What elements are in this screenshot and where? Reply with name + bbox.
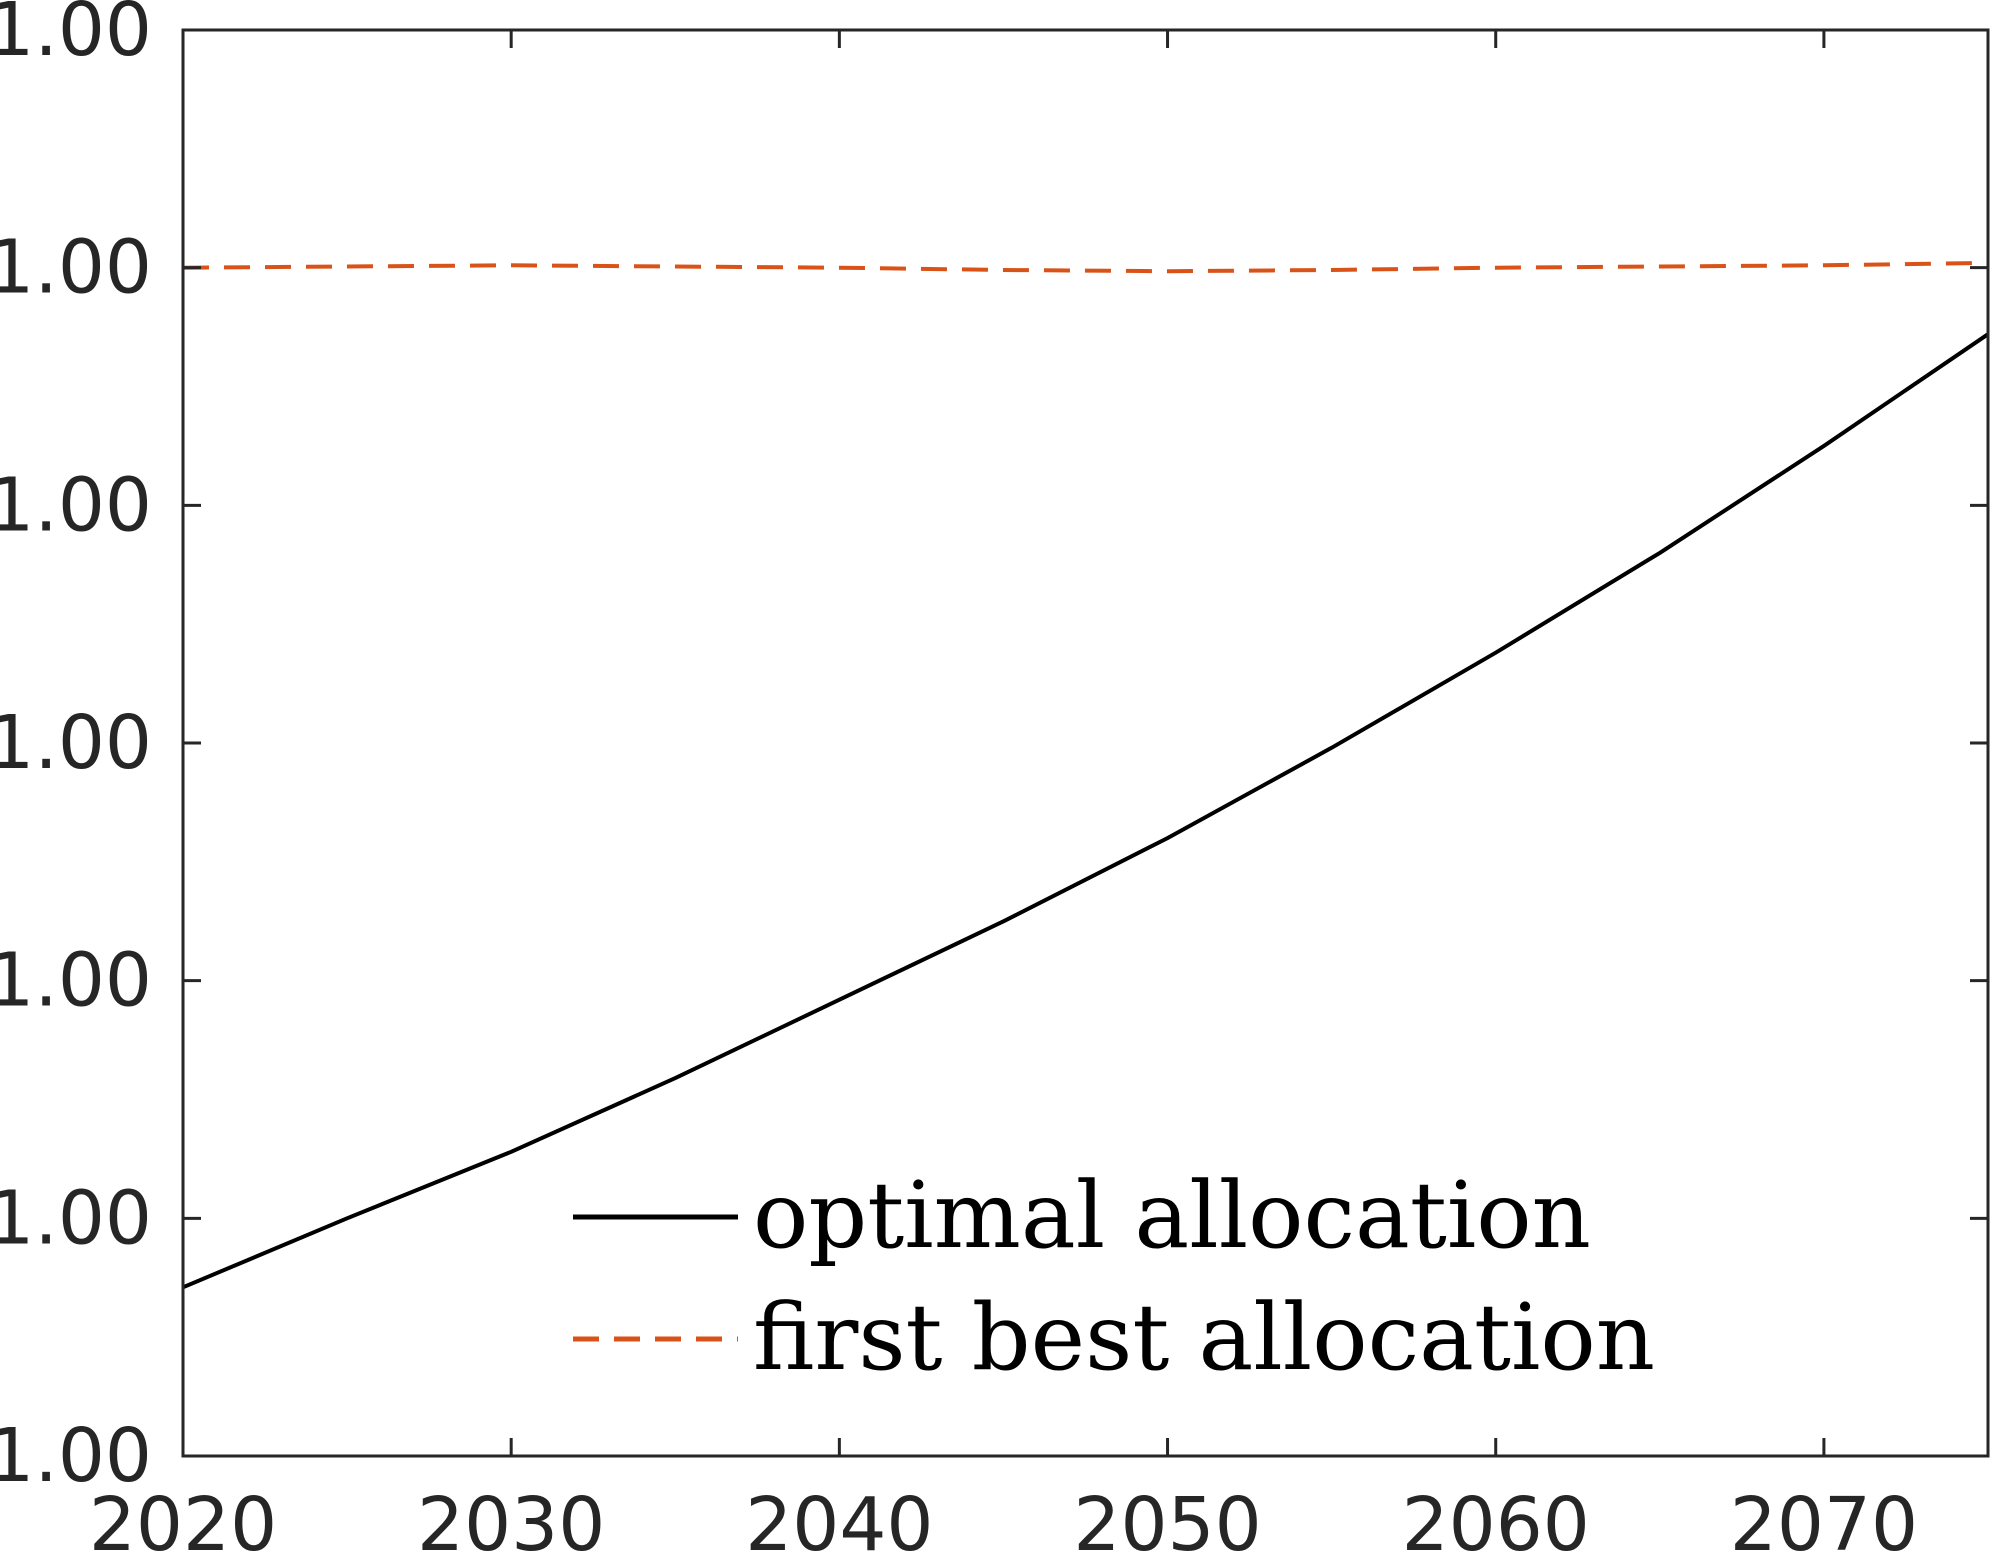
series-line-1 [182, 332, 1990, 1290]
legend-label-2: first best allocation [753, 1284, 1655, 1391]
legend: optimal allocation first best allocation [573, 1162, 1655, 1391]
series-line-2 [182, 260, 1989, 274]
x-tick-label: 2070 [1730, 1482, 1918, 1554]
y-tick-label: 1.00 [0, 225, 152, 311]
y-tick-label: 1.00 [0, 700, 152, 786]
y-tick-label: 1.00 [0, 938, 152, 1024]
x-tick-label: 2050 [1073, 1482, 1261, 1554]
x-tick-label: 2060 [1402, 1482, 1590, 1554]
x-tick-label: 2040 [745, 1482, 933, 1554]
x-tick-label: 2030 [417, 1482, 605, 1554]
y-tick-label: 1.00 [0, 462, 152, 548]
x-tick-label: 2020 [89, 1482, 277, 1554]
y-tick-label: 1.00 [0, 0, 152, 73]
legend-label-1: optimal allocation [753, 1162, 1591, 1269]
y-tick-label: 1.00 [0, 1413, 152, 1499]
y-tick-label: 1.00 [0, 1175, 152, 1261]
series-layer [182, 260, 1990, 1290]
